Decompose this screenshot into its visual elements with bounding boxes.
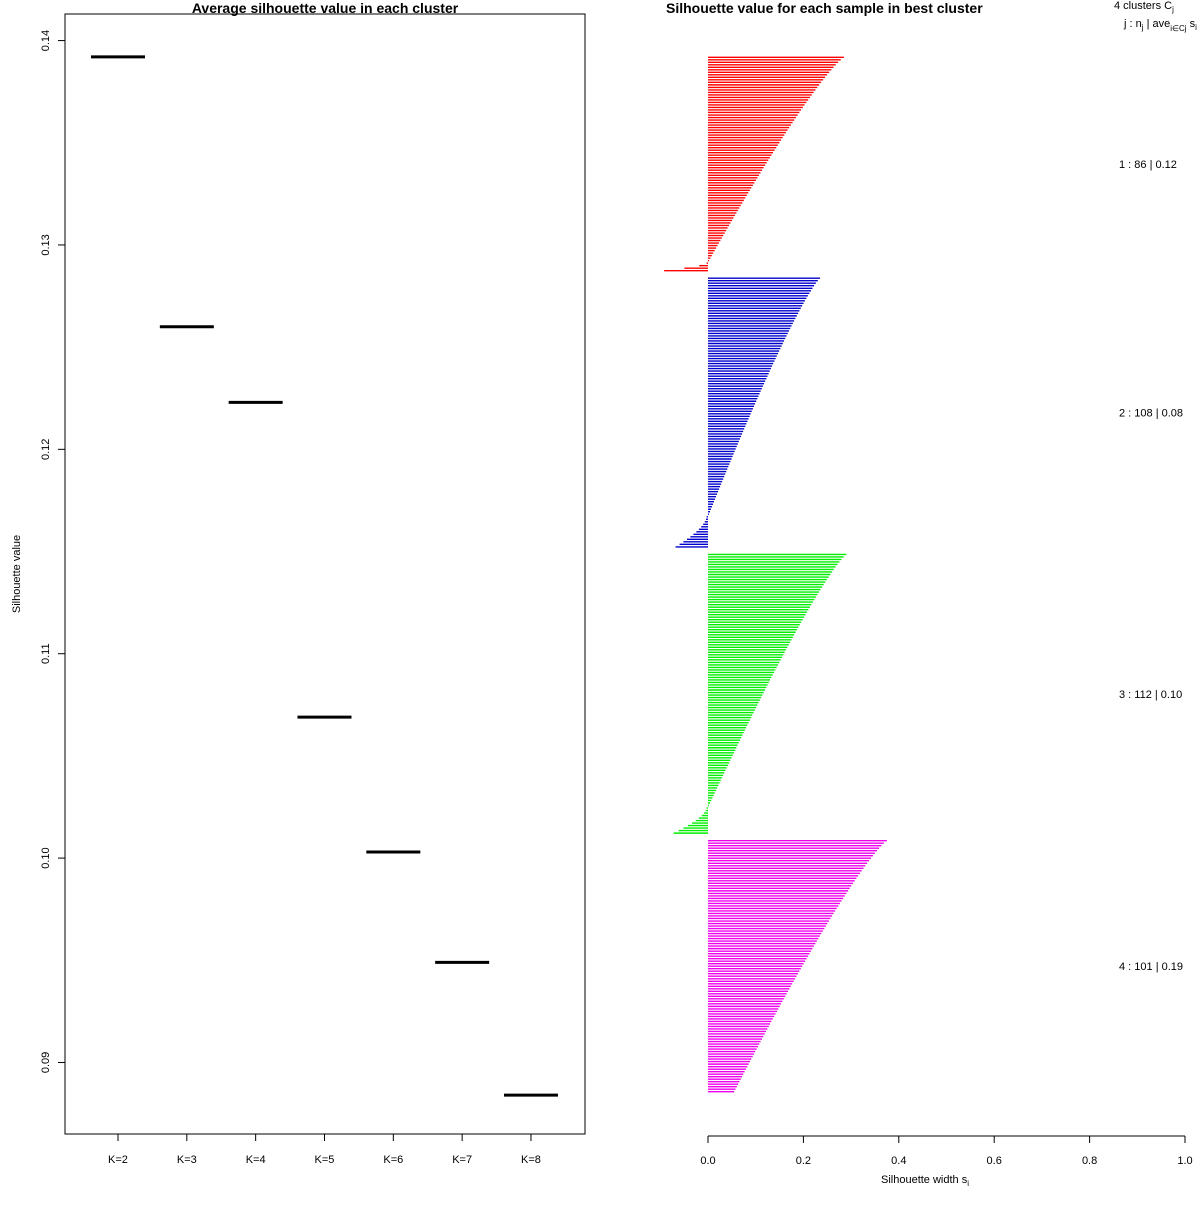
right-x-axis-title: Silhouette width si xyxy=(881,1174,969,1188)
left-y-axis-title: Silhouette value xyxy=(11,535,23,613)
left-y-tick-label: 0.13 xyxy=(40,234,52,255)
right-x-tick-label: 0.2 xyxy=(796,1155,811,1167)
right-x-tick-label: 0.6 xyxy=(987,1155,1002,1167)
left-panel: Average silhouette value in each cluster… xyxy=(11,0,586,1166)
right-panel: Silhouette value for each sample in best… xyxy=(664,0,1197,1188)
cluster-header-nj-sub: j xyxy=(1141,23,1144,32)
right-x-axis-title-main: Silhouette width s xyxy=(881,1174,968,1186)
left-y-tick-label: 0.09 xyxy=(40,1052,52,1073)
left-x-tick-label: K=6 xyxy=(383,1154,403,1166)
left-y-tick-label: 0.12 xyxy=(40,439,52,460)
left-y-tick-label: 0.14 xyxy=(40,30,52,51)
right-x-axis-title-sub: i xyxy=(967,1179,969,1188)
right-x-tick-label: 0.4 xyxy=(891,1155,906,1167)
silhouette-bars xyxy=(664,56,887,1093)
cluster-label: 1 : 86 | 0.12 xyxy=(1119,159,1177,171)
left-y-axis: 0.09 0.10 0.11 0.12 0.13 0.14 xyxy=(40,30,66,1073)
left-y-tick-label: 0.10 xyxy=(40,847,52,868)
left-series xyxy=(91,55,558,1097)
left-x-tick-label: K=7 xyxy=(452,1154,472,1166)
cluster-label: 4 : 101 | 0.19 xyxy=(1119,961,1183,973)
cluster-header-count: 4 clusters C xyxy=(1114,0,1172,12)
right-x-tick-label: 1.0 xyxy=(1177,1155,1192,1167)
left-chart-title: Average silhouette value in each cluster xyxy=(192,0,459,16)
left-plot-frame xyxy=(64,13,586,1135)
left-x-tick-label: K=8 xyxy=(521,1154,541,1166)
left-x-tick-label: K=4 xyxy=(246,1154,266,1166)
right-x-tick-label: 0.0 xyxy=(700,1155,715,1167)
cluster-header-s: s xyxy=(1187,18,1196,30)
cluster-header-ave-sub: i∈Cj xyxy=(1170,24,1187,33)
cluster-labels: 1 : 86 | 0.12 2 : 108 | 0.08 3 : 112 | 0.1… xyxy=(1119,159,1183,973)
cluster-label: 2 : 108 | 0.08 xyxy=(1119,408,1183,420)
left-y-tick-label: 0.11 xyxy=(40,643,52,664)
left-x-tick-label: K=3 xyxy=(177,1154,197,1166)
cluster-header-j: j : n xyxy=(1123,18,1142,30)
left-x-axis: K=2 K=3 K=4 K=5 K=6 K=7 K=8 xyxy=(108,1134,541,1166)
left-x-tick-label: K=5 xyxy=(315,1154,335,1166)
cluster-header-line2: j : nj | avei∈Cj si xyxy=(1123,18,1197,33)
right-chart-title: Silhouette value for each sample in best… xyxy=(666,0,983,16)
left-x-tick-label: K=2 xyxy=(108,1154,128,1166)
cluster-label: 3 : 112 | 0.10 xyxy=(1119,689,1182,701)
right-x-axis: 0.0 0.2 0.4 0.6 0.8 1.0 xyxy=(700,1135,1193,1167)
cluster-header-s-sub: i xyxy=(1195,23,1197,32)
cluster-header-ave: | ave xyxy=(1144,18,1171,30)
cluster-header-sub: j xyxy=(1171,5,1174,14)
right-x-tick-label: 0.8 xyxy=(1082,1155,1097,1167)
cluster-header-line1: 4 clusters Cj xyxy=(1114,0,1174,14)
